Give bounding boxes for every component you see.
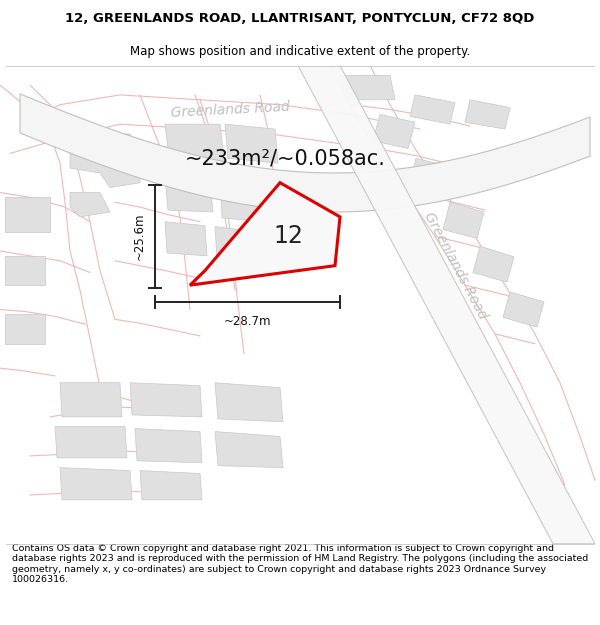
Polygon shape [130,382,202,417]
Polygon shape [225,124,278,163]
Polygon shape [60,468,132,500]
Polygon shape [298,66,595,544]
Text: Greenlands Road: Greenlands Road [421,210,489,321]
Polygon shape [140,471,202,500]
Polygon shape [190,182,340,285]
Polygon shape [410,95,455,124]
Polygon shape [215,382,283,422]
Polygon shape [135,429,202,462]
Polygon shape [70,192,110,217]
Text: ~233m²/~0.058ac.: ~233m²/~0.058ac. [185,148,386,168]
Polygon shape [165,178,213,212]
Text: ~28.7m: ~28.7m [224,315,271,328]
Polygon shape [503,292,544,327]
Text: Greenlands Road: Greenlands Road [170,99,290,119]
Polygon shape [220,182,263,222]
Polygon shape [5,256,45,285]
Text: 12: 12 [273,224,303,248]
Polygon shape [60,382,122,417]
Polygon shape [215,431,283,468]
Polygon shape [5,314,45,344]
Polygon shape [55,427,127,458]
Polygon shape [473,246,514,282]
Polygon shape [165,222,207,256]
Polygon shape [70,134,140,188]
Polygon shape [443,202,484,238]
Text: 12, GREENLANDS ROAD, LLANTRISANT, PONTYCLUN, CF72 8QD: 12, GREENLANDS ROAD, LLANTRISANT, PONTYC… [65,12,535,25]
Polygon shape [5,198,50,231]
Text: Contains OS data © Crown copyright and database right 2021. This information is : Contains OS data © Crown copyright and d… [12,544,588,584]
Polygon shape [165,124,225,168]
Polygon shape [20,94,590,212]
Text: ~25.6m: ~25.6m [133,213,146,260]
Polygon shape [340,76,395,100]
Polygon shape [409,158,452,194]
Text: Map shows position and indicative extent of the property.: Map shows position and indicative extent… [130,45,470,58]
Polygon shape [465,100,510,129]
Polygon shape [215,227,257,262]
Polygon shape [373,114,415,149]
